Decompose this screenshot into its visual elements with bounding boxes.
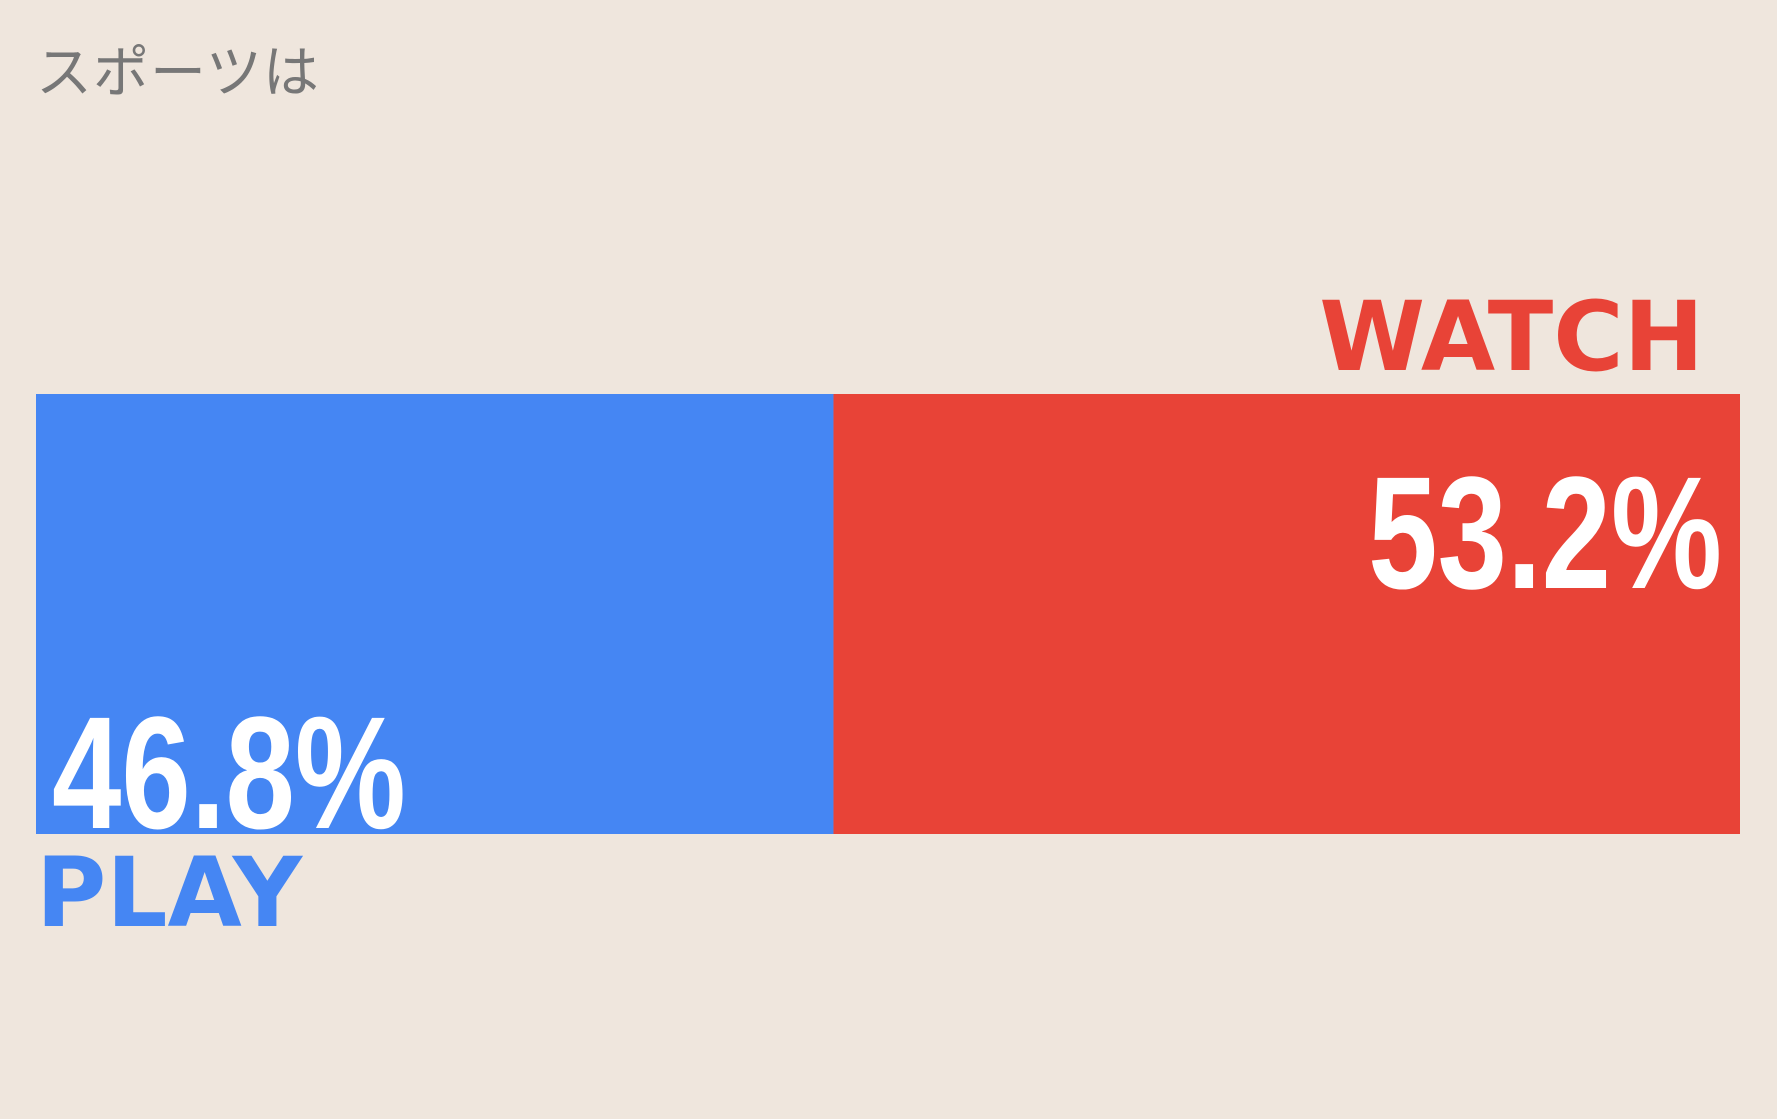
watch-category-label: WATCH <box>1319 281 1704 393</box>
bar-watch <box>833 394 1740 834</box>
chart-title: スポーツは <box>36 41 320 106</box>
bar-play <box>36 394 834 834</box>
play-category-label: PLAY <box>36 837 304 949</box>
play-value-label: 46.8% <box>52 684 406 862</box>
bar-group <box>36 394 1740 834</box>
watch-value-label: 53.2% <box>1368 444 1722 622</box>
